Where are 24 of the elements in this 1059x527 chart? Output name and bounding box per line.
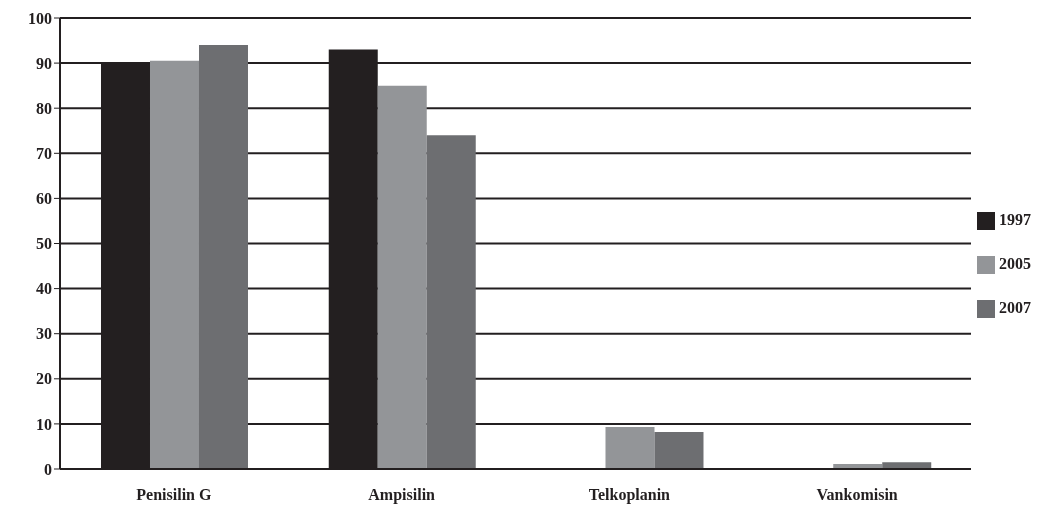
bar: [426, 135, 476, 469]
x-tick-label: Telkoplanin: [588, 486, 671, 505]
y-tick-label: 10: [36, 415, 52, 433]
y-tick-label: 50: [36, 235, 52, 253]
y-tick-label: 20: [36, 370, 52, 388]
legend-label: 2007: [999, 298, 1031, 316]
y-tick-label: 60: [36, 190, 52, 208]
x-tick-label: Ampisilin: [368, 486, 436, 505]
bar: [199, 45, 248, 469]
y-tick-label: 30: [36, 325, 52, 343]
y-tick-label: 0: [44, 460, 52, 478]
y-tick-label: 40: [36, 280, 52, 298]
bar: [605, 427, 655, 469]
bar: [654, 432, 704, 469]
bar: [377, 85, 427, 469]
y-tick-label: 90: [36, 54, 52, 72]
x-tick-label: Vankomisin: [816, 486, 898, 504]
x-tick-label: Penisilin G: [136, 486, 212, 504]
y-tick-label: 100: [28, 9, 52, 27]
legend-label: 1997: [999, 210, 1031, 228]
y-tick-label: 70: [36, 144, 52, 162]
y-tick-label: 80: [36, 99, 52, 117]
bar: [150, 60, 199, 469]
legend-label: 2005: [999, 254, 1031, 272]
